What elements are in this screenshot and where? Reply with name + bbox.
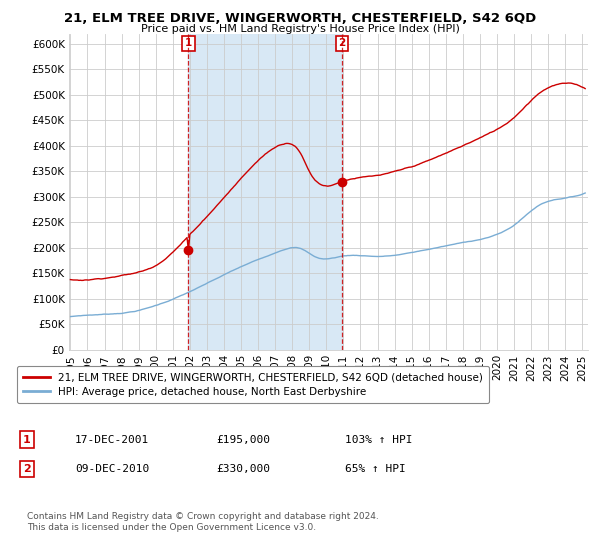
Text: 2: 2 bbox=[23, 464, 31, 474]
Text: 103% ↑ HPI: 103% ↑ HPI bbox=[345, 435, 413, 445]
Text: 21, ELM TREE DRIVE, WINGERWORTH, CHESTERFIELD, S42 6QD: 21, ELM TREE DRIVE, WINGERWORTH, CHESTER… bbox=[64, 12, 536, 25]
Text: 65% ↑ HPI: 65% ↑ HPI bbox=[345, 464, 406, 474]
Text: £195,000: £195,000 bbox=[216, 435, 270, 445]
Bar bbox=[188, 34, 342, 350]
Text: Contains HM Land Registry data © Crown copyright and database right 2024.
This d: Contains HM Land Registry data © Crown c… bbox=[27, 512, 379, 532]
Text: 1: 1 bbox=[23, 435, 31, 445]
Text: 2: 2 bbox=[338, 38, 346, 48]
Text: Price paid vs. HM Land Registry's House Price Index (HPI): Price paid vs. HM Land Registry's House … bbox=[140, 24, 460, 34]
Text: 17-DEC-2001: 17-DEC-2001 bbox=[75, 435, 149, 445]
Text: 09-DEC-2010: 09-DEC-2010 bbox=[75, 464, 149, 474]
Text: £330,000: £330,000 bbox=[216, 464, 270, 474]
Legend: 21, ELM TREE DRIVE, WINGERWORTH, CHESTERFIELD, S42 6QD (detached house), HPI: Av: 21, ELM TREE DRIVE, WINGERWORTH, CHESTER… bbox=[17, 366, 489, 403]
Text: 1: 1 bbox=[185, 38, 192, 48]
